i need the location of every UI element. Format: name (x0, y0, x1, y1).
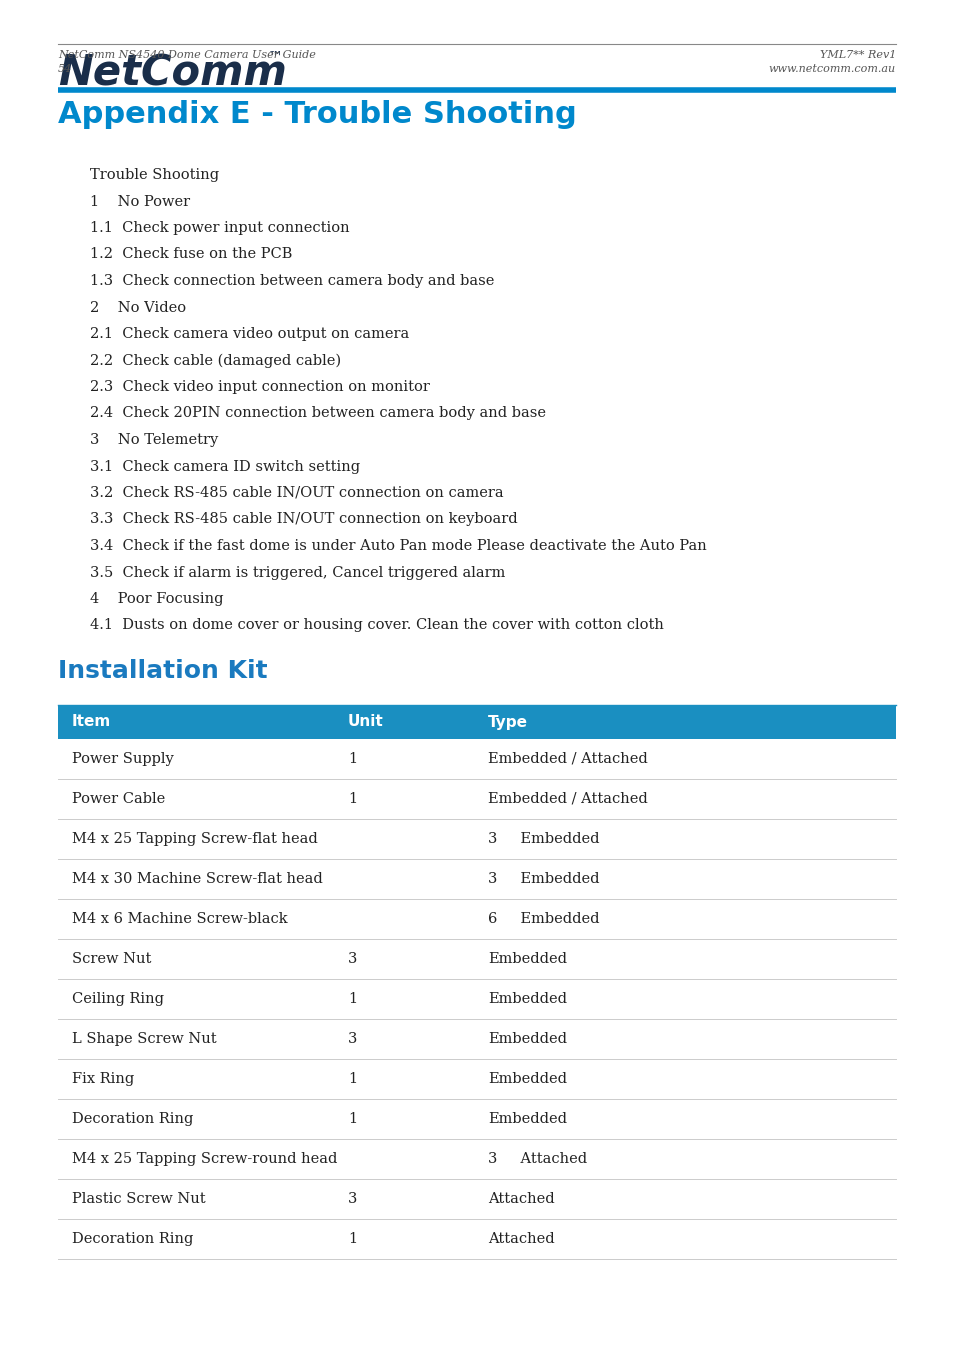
Text: Attached: Attached (488, 1232, 554, 1247)
Text: Embedded: Embedded (488, 1111, 566, 1126)
Text: NetComm: NetComm (58, 51, 287, 95)
Text: ™: ™ (268, 50, 283, 65)
Text: 3.4  Check if the fast dome is under Auto Pan mode Please deactivate the Auto Pa: 3.4 Check if the fast dome is under Auto… (90, 539, 706, 553)
Bar (58, 940, 895, 979)
Text: YML7** Rev1: YML7** Rev1 (819, 50, 895, 59)
Text: 6     Embedded: 6 Embedded (488, 913, 598, 926)
Text: Unit: Unit (348, 714, 383, 730)
Text: 54: 54 (58, 64, 72, 74)
Text: Item: Item (71, 714, 112, 730)
Text: 1.1  Check power input connection: 1.1 Check power input connection (90, 220, 349, 235)
Bar (58, 779, 895, 819)
Text: M4 x 6 Machine Screw-black: M4 x 6 Machine Screw-black (71, 913, 287, 926)
Text: 2.1  Check camera video output on camera: 2.1 Check camera video output on camera (90, 327, 409, 341)
Text: Attached: Attached (488, 1192, 554, 1206)
Bar (58, 1220, 895, 1259)
Text: 1    No Power: 1 No Power (90, 195, 190, 208)
Bar (58, 704, 895, 740)
Text: M4 x 25 Tapping Screw-round head: M4 x 25 Tapping Screw-round head (71, 1152, 337, 1165)
Text: Embedded: Embedded (488, 1032, 566, 1046)
Text: Embedded / Attached: Embedded / Attached (488, 752, 647, 767)
Bar (58, 819, 895, 859)
Text: 2.4  Check 20PIN connection between camera body and base: 2.4 Check 20PIN connection between camer… (90, 407, 545, 420)
Text: Power Supply: Power Supply (71, 752, 173, 767)
Bar (58, 899, 895, 940)
Text: 3.5  Check if alarm is triggered, Cancel triggered alarm: 3.5 Check if alarm is triggered, Cancel … (90, 565, 505, 580)
Text: 4    Poor Focusing: 4 Poor Focusing (90, 592, 223, 606)
Text: 3: 3 (348, 1032, 357, 1046)
Text: 3.2  Check RS-485 cable IN/OUT connection on camera: 3.2 Check RS-485 cable IN/OUT connection… (90, 485, 503, 500)
Text: Fix Ring: Fix Ring (71, 1072, 134, 1086)
Text: 3    No Telemetry: 3 No Telemetry (90, 433, 218, 448)
Text: 4.1  Dusts on dome cover or housing cover. Clean the cover with cotton cloth: 4.1 Dusts on dome cover or housing cover… (90, 618, 663, 633)
Text: Embedded: Embedded (488, 992, 566, 1006)
Text: 3     Embedded: 3 Embedded (488, 831, 598, 846)
Text: 2.2  Check cable (damaged cable): 2.2 Check cable (damaged cable) (90, 353, 341, 368)
Text: Installation Kit: Installation Kit (58, 658, 268, 683)
Text: 1: 1 (348, 792, 356, 806)
Text: 2    No Video: 2 No Video (90, 300, 186, 315)
Text: 1.3  Check connection between camera body and base: 1.3 Check connection between camera body… (90, 274, 494, 288)
Bar (58, 1019, 895, 1059)
Text: 1: 1 (348, 752, 356, 767)
Text: 1.2  Check fuse on the PCB: 1.2 Check fuse on the PCB (90, 247, 292, 261)
Text: Embedded: Embedded (488, 1072, 566, 1086)
Text: 1: 1 (348, 1072, 356, 1086)
Text: 3     Embedded: 3 Embedded (488, 872, 598, 886)
Text: 3.3  Check RS-485 cable IN/OUT connection on keyboard: 3.3 Check RS-485 cable IN/OUT connection… (90, 512, 517, 526)
Text: 1: 1 (348, 1111, 356, 1126)
Text: Trouble Shooting: Trouble Shooting (90, 168, 219, 183)
Text: Embedded / Attached: Embedded / Attached (488, 792, 647, 806)
Bar (58, 740, 895, 779)
Bar (58, 1179, 895, 1220)
Bar (58, 979, 895, 1019)
Bar (58, 859, 895, 899)
Text: Decoration Ring: Decoration Ring (71, 1111, 193, 1126)
Text: www.netcomm.com.au: www.netcomm.com.au (768, 64, 895, 74)
Text: Ceiling Ring: Ceiling Ring (71, 992, 164, 1006)
Text: NetComm NS4540 Dome Camera User Guide: NetComm NS4540 Dome Camera User Guide (58, 50, 315, 59)
Text: Type: Type (488, 714, 527, 730)
Text: 3: 3 (348, 1192, 357, 1206)
Text: Decoration Ring: Decoration Ring (71, 1232, 193, 1247)
Text: 3     Attached: 3 Attached (488, 1152, 586, 1165)
Text: Screw Nut: Screw Nut (71, 952, 152, 965)
Text: Plastic Screw Nut: Plastic Screw Nut (71, 1192, 206, 1206)
Text: L Shape Screw Nut: L Shape Screw Nut (71, 1032, 216, 1046)
Bar (58, 1059, 895, 1099)
Text: M4 x 30 Machine Screw-flat head: M4 x 30 Machine Screw-flat head (71, 872, 322, 886)
Text: Embedded: Embedded (488, 952, 566, 965)
Text: 1: 1 (348, 1232, 356, 1247)
Bar (58, 1138, 895, 1179)
Text: 2.3  Check video input connection on monitor: 2.3 Check video input connection on moni… (90, 380, 430, 393)
Bar (58, 1099, 895, 1138)
Text: Appendix E - Trouble Shooting: Appendix E - Trouble Shooting (58, 100, 577, 128)
Text: 1: 1 (348, 992, 356, 1006)
Text: Power Cable: Power Cable (71, 792, 165, 806)
Text: M4 x 25 Tapping Screw-flat head: M4 x 25 Tapping Screw-flat head (71, 831, 317, 846)
Text: 3: 3 (348, 952, 357, 965)
Text: 3.1  Check camera ID switch setting: 3.1 Check camera ID switch setting (90, 460, 359, 473)
